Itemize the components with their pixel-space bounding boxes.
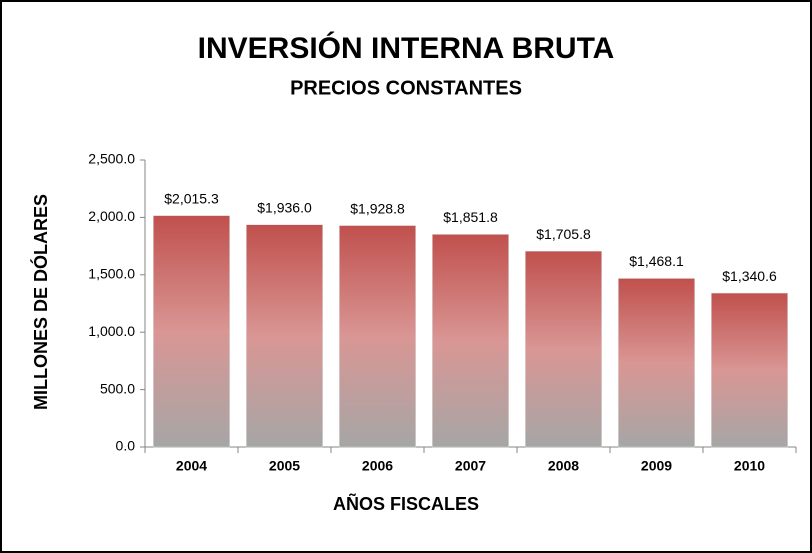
x-tick-label: 2005 <box>269 458 300 474</box>
bar <box>153 215 230 448</box>
data-label: $1,705.8 <box>536 226 591 242</box>
data-label: $1,340.6 <box>722 268 777 284</box>
chart-title: INVERSIÓN INTERNA BRUTA <box>198 31 615 65</box>
data-label: $1,928.8 <box>350 200 405 216</box>
x-tick-label: 2010 <box>734 458 765 474</box>
x-axis-label: AÑOS FISCALES <box>333 493 479 514</box>
bar <box>432 234 509 448</box>
y-tick-label: 2,500.0 <box>88 151 135 167</box>
bar <box>711 292 788 448</box>
data-label: $1,468.1 <box>629 253 684 269</box>
x-tick-label: 2009 <box>641 458 672 474</box>
y-tick-label: 1,500.0 <box>88 266 135 282</box>
y-tick-label: 1,000.0 <box>88 323 135 339</box>
bar <box>525 250 602 448</box>
y-tick-label: 0.0 <box>116 438 136 454</box>
chart-subtitle: PRECIOS CONSTANTES <box>290 77 522 99</box>
bar <box>618 278 695 448</box>
x-tick-label: 2006 <box>362 458 393 474</box>
data-label: $1,851.8 <box>443 209 498 225</box>
data-label: $2,015.3 <box>164 190 219 206</box>
y-tick-label: 500.0 <box>100 380 135 396</box>
x-tick-label: 2008 <box>548 458 579 474</box>
x-tick-label: 2004 <box>176 458 207 474</box>
bar <box>246 224 323 448</box>
x-tick-label: 2007 <box>455 458 486 474</box>
data-label: $1,936.0 <box>257 199 312 215</box>
bar <box>339 225 416 448</box>
y-tick-label: 2,000.0 <box>88 208 135 224</box>
y-axis-label: MILLONES DE DÓLARES <box>30 194 51 410</box>
